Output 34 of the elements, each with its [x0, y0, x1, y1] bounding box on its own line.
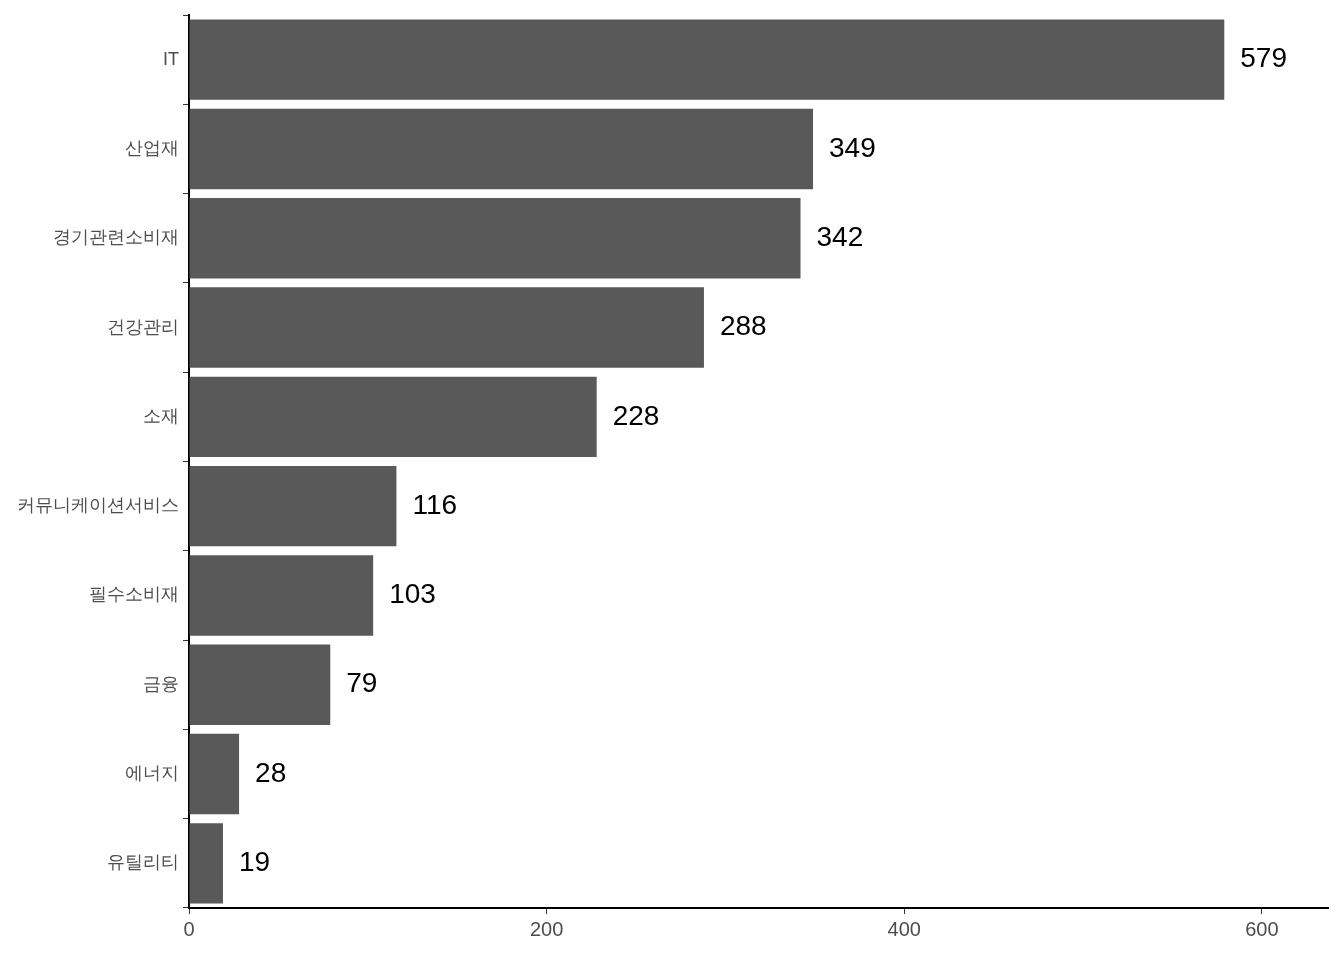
bar: [189, 733, 240, 815]
bar: [189, 823, 223, 904]
bar: [189, 644, 331, 725]
x-tick-label: 400: [887, 917, 921, 940]
x-tick-label: 0: [183, 917, 195, 940]
bar: [189, 198, 801, 279]
data-label: 116: [412, 488, 458, 520]
y-tick-label: 에너지: [125, 763, 179, 784]
x-tick-label: 600: [1245, 917, 1279, 940]
y-tick-label: 건강관리: [107, 316, 179, 337]
y-tick-label: 필수소비재: [89, 584, 179, 605]
bar: [189, 376, 597, 458]
y-tick-label: 커뮤니케이션서비스: [17, 495, 179, 516]
data-label: 103: [389, 578, 436, 610]
y-tick-label: 유틸리티: [107, 852, 179, 873]
x-tick-label: 200: [529, 917, 564, 940]
y-tick-label: 경기관련소비재: [53, 227, 179, 248]
bar: [189, 555, 374, 636]
data-label: 19: [238, 846, 271, 878]
data-label: 28: [255, 756, 287, 788]
y-tick-label: 소재: [143, 405, 179, 426]
bar: [189, 287, 704, 368]
y-tick-label: IT: [163, 48, 179, 69]
y-tick-label: 산업재: [125, 137, 179, 158]
data-label: 79: [346, 667, 378, 699]
bar: [189, 108, 814, 190]
bar: [189, 465, 397, 547]
data-label: 342: [816, 220, 864, 252]
bar: [189, 19, 1225, 100]
data-label: 579: [1240, 42, 1288, 74]
data-label: 288: [719, 310, 767, 342]
data-label: 228: [612, 399, 660, 431]
data-label: 349: [829, 131, 876, 163]
y-tick-label: 금융: [143, 673, 179, 694]
